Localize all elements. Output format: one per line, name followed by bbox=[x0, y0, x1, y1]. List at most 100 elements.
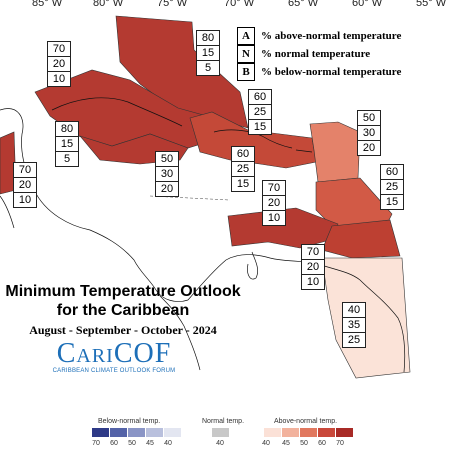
map-title-line2: for the Caribbean bbox=[56, 302, 190, 319]
legend-above-label: Above-normal temp. bbox=[274, 418, 338, 425]
prob-normal: 20 bbox=[263, 196, 285, 211]
coast-puerto-rico-outline bbox=[295, 149, 313, 153]
zone-guianas bbox=[321, 257, 411, 379]
logo-tagline: CARIBBEAN CLIMATE OUTLOOK FORUM bbox=[52, 368, 176, 374]
prob-box-caribbean-sea: 50 30 20 bbox=[155, 151, 179, 197]
lon-label-60w: 60° W bbox=[352, 0, 383, 9]
prob-above: 60 bbox=[232, 147, 254, 162]
prob-box-cuba: 70 20 10 bbox=[47, 41, 71, 87]
lon-label-75w: 75° W bbox=[157, 0, 188, 9]
prob-above: 70 bbox=[14, 163, 36, 178]
legend-swatch-above-50 bbox=[300, 428, 317, 437]
prob-above: 50 bbox=[156, 152, 178, 167]
key-text-below: % below-normal temperature bbox=[261, 66, 402, 78]
lon-label-55w: 55° W bbox=[416, 0, 447, 9]
legend-swatch-above-40 bbox=[264, 428, 281, 437]
legend-below-label: Below-normal temp. bbox=[98, 418, 161, 425]
legend-swatch-below-70 bbox=[92, 428, 109, 437]
prob-below: 15 bbox=[253, 121, 267, 133]
prob-box-bahamas: 80 15 5 bbox=[196, 30, 220, 76]
legend-swatch-below-40 bbox=[164, 428, 181, 437]
coast-cuba-outline bbox=[51, 97, 183, 127]
prob-normal: 25 bbox=[232, 162, 254, 177]
prob-box-hispaniola: 60 25 15 bbox=[231, 146, 255, 192]
prob-above: 40 bbox=[343, 303, 365, 318]
key-row-below: B % below-normal temperature bbox=[237, 63, 401, 81]
forecast-zones bbox=[0, 15, 411, 379]
legend-swatch-below-60 bbox=[110, 428, 127, 437]
prob-normal: 20 bbox=[14, 178, 36, 193]
prob-below: 10 bbox=[267, 212, 281, 224]
prob-normal: 25 bbox=[381, 180, 403, 195]
prob-above: 70 bbox=[263, 181, 285, 196]
legend-swatch-below-50 bbox=[128, 428, 145, 437]
prob-box-lesser-antilles-north: 50 30 20 bbox=[357, 110, 381, 156]
legend-swatch-below-45 bbox=[146, 428, 163, 437]
prob-normal: 30 bbox=[156, 167, 178, 182]
legend-tick-above-70: 70 bbox=[336, 440, 344, 447]
prob-below: 15 bbox=[236, 178, 250, 190]
prob-above: 60 bbox=[381, 165, 403, 180]
key-text-normal: % normal temperature bbox=[261, 48, 371, 60]
lon-label-80w: 80° W bbox=[93, 0, 124, 9]
prob-normal: 35 bbox=[343, 318, 365, 333]
prob-above: 80 bbox=[197, 31, 219, 46]
lon-label-65w: 65° W bbox=[288, 0, 319, 9]
prob-normal: 15 bbox=[197, 46, 219, 61]
prob-normal: 30 bbox=[358, 126, 380, 141]
zone-boundary-dashed bbox=[149, 195, 231, 201]
forecast-period: August - September - October - 2024 bbox=[29, 323, 217, 337]
prob-below: 15 bbox=[385, 196, 399, 208]
legend-tick-above-50: 50 bbox=[300, 440, 308, 447]
key-letter-above: A bbox=[237, 27, 255, 45]
key-text-above: % above-normal temperature bbox=[261, 30, 402, 42]
key-letter-normal: N bbox=[237, 45, 255, 63]
legend-tick-normal-40: 40 bbox=[216, 440, 224, 447]
key-letter-below: B bbox=[237, 63, 255, 81]
legend-tick-below-50: 50 bbox=[128, 440, 136, 447]
color-legend: Below-normal temp. Normal temp. Above-no… bbox=[0, 418, 450, 450]
legend-tick-below-60: 60 bbox=[110, 440, 118, 447]
prob-box-belize: 70 20 10 bbox=[13, 162, 37, 208]
prob-box-lesser-antilles-central: 60 25 15 bbox=[380, 164, 404, 210]
caricof-logo: CariCOF CARIBBEAN CLIMATE OUTLOOK FORUM bbox=[44, 340, 184, 375]
legend-swatch-normal bbox=[212, 428, 229, 437]
legend-tick-above-45: 45 bbox=[282, 440, 290, 447]
prob-box-jamaica: 80 15 5 bbox=[55, 121, 79, 167]
coastlines bbox=[0, 97, 406, 373]
zone-trinidad bbox=[321, 219, 401, 259]
prob-below: 10 bbox=[306, 276, 320, 288]
prob-normal: 20 bbox=[48, 57, 70, 72]
key-row-normal: N % normal temperature bbox=[237, 45, 401, 63]
legend-normal-label: Normal temp. bbox=[202, 418, 245, 425]
legend-tick-below-40: 40 bbox=[164, 440, 172, 447]
coast-central-america bbox=[0, 108, 189, 302]
coast-hispaniola-outline bbox=[213, 129, 293, 149]
prob-below: 10 bbox=[18, 194, 32, 206]
prob-below: 5 bbox=[204, 62, 212, 74]
longitude-labels: 85° W 80° W 75° W 70° W 65° W 60° W 55° … bbox=[32, 0, 447, 9]
prob-normal: 15 bbox=[56, 137, 78, 152]
legend-tick-above-40: 40 bbox=[262, 440, 270, 447]
prob-box-turks-caicos: 60 25 15 bbox=[248, 89, 272, 135]
prob-normal: 20 bbox=[302, 260, 324, 275]
key-row-above: A % above-normal temperature bbox=[237, 27, 401, 45]
prob-above: 80 bbox=[56, 122, 78, 137]
prob-below: 25 bbox=[347, 334, 361, 346]
legend-swatch-above-70 bbox=[336, 428, 353, 437]
coast-lake-maracaibo bbox=[247, 251, 258, 280]
lon-label-70w: 70° W bbox=[224, 0, 255, 9]
zone-hispaniola bbox=[189, 111, 317, 169]
prob-above: 70 bbox=[302, 245, 324, 260]
legend-swatch-above-60 bbox=[318, 428, 335, 437]
prob-below: 20 bbox=[160, 183, 174, 195]
prob-normal: 25 bbox=[249, 105, 271, 120]
prob-above: 70 bbox=[48, 42, 70, 57]
legend-tick-above-60: 60 bbox=[318, 440, 326, 447]
prob-box-abc-islands: 70 20 10 bbox=[262, 180, 286, 226]
prob-below: 20 bbox=[362, 142, 376, 154]
probability-key: A % above-normal temperature N % normal … bbox=[237, 27, 401, 81]
coast-panama bbox=[159, 295, 201, 371]
prob-below: 5 bbox=[63, 153, 71, 165]
